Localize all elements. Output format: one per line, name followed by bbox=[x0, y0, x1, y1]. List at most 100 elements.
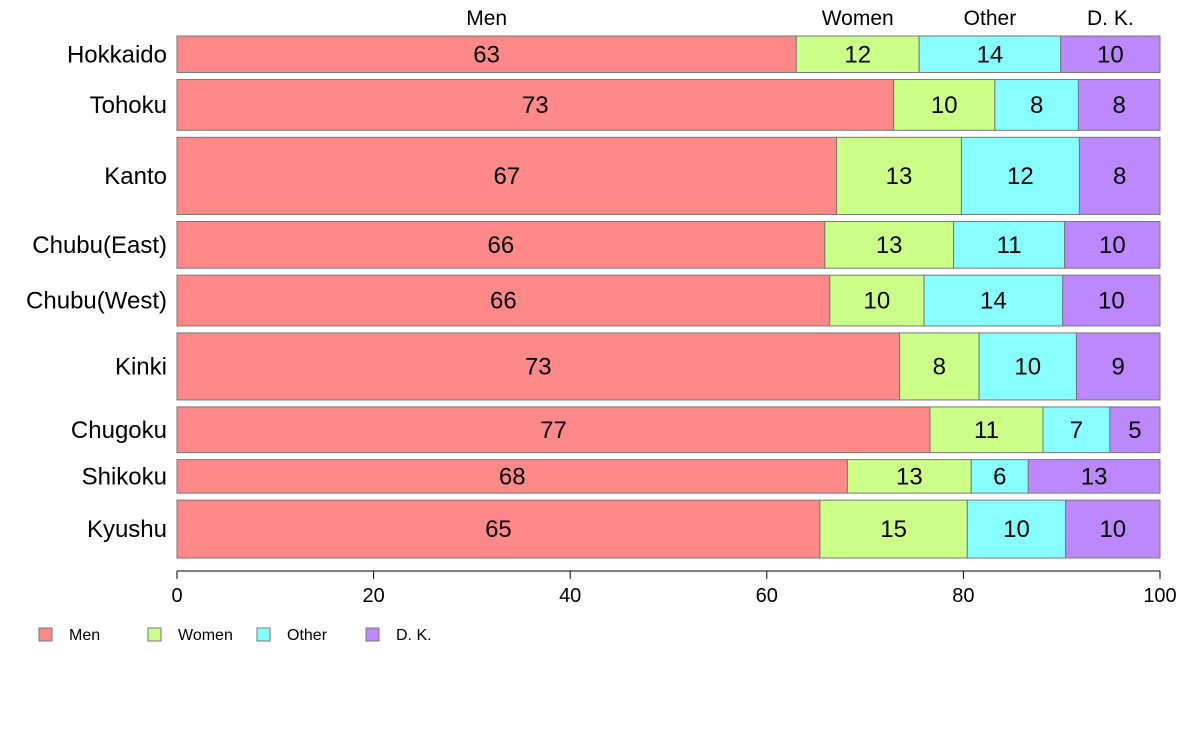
bar-segment-chubu-west-other bbox=[923, 274, 1064, 327]
value-label-tohoku-men: 73 bbox=[522, 92, 549, 119]
bar-segment-hokkaido-other bbox=[918, 35, 1062, 74]
legend-item-d-k: D. K. bbox=[365, 627, 432, 644]
row-shikoku: 68 13 6 13 Shikoku bbox=[82, 459, 1161, 494]
bar-segment-tohoku-other bbox=[994, 79, 1079, 131]
legend-item-other: Other bbox=[256, 627, 328, 644]
bar-segment-kanto-d-k bbox=[1078, 136, 1161, 215]
legend-label-d-k: D. K. bbox=[396, 627, 432, 644]
value-label-kanto-other: 12 bbox=[1007, 163, 1034, 190]
x-tick-label-0: 0 bbox=[171, 585, 182, 607]
bar-segment-chubu-east-men bbox=[176, 220, 826, 269]
legend-swatch-men bbox=[38, 627, 53, 642]
category-label-chubu-west: Chubu(West) bbox=[26, 288, 167, 315]
value-label-hokkaido-other: 14 bbox=[977, 41, 1004, 68]
x-tick-label-20: 20 bbox=[362, 585, 384, 607]
value-label-shikoku-men: 68 bbox=[499, 463, 526, 490]
row-hokkaido: 63 12 14 10 Hokkaido bbox=[67, 35, 1161, 74]
x-tick-label-40: 40 bbox=[559, 585, 581, 607]
bar-segment-kanto-women bbox=[836, 136, 962, 215]
value-label-chugoku-women: 11 bbox=[974, 417, 999, 444]
bar-segment-kyushu-women bbox=[819, 499, 968, 559]
value-label-kanto-men: 67 bbox=[493, 163, 520, 190]
category-label-kanto: Kanto bbox=[104, 163, 167, 190]
value-label-hokkaido-men: 63 bbox=[473, 41, 500, 68]
value-label-kinki-women: 8 bbox=[933, 353, 946, 380]
value-label-kinki-d-k: 9 bbox=[1112, 353, 1125, 380]
bar-segment-chugoku-men bbox=[176, 406, 931, 454]
bar-segment-chubu-west-women bbox=[829, 274, 925, 327]
legend-item-men: Men bbox=[38, 627, 100, 644]
bar-segment-kyushu-d-k bbox=[1065, 499, 1161, 559]
bar-segment-chubu-west-men bbox=[176, 274, 831, 327]
value-label-kinki-men: 73 bbox=[525, 353, 552, 380]
value-label-hokkaido-women: 12 bbox=[844, 41, 871, 68]
bar-segment-kanto-men bbox=[176, 136, 838, 215]
bar-segment-tohoku-d-k bbox=[1077, 79, 1161, 131]
row-chugoku: 77 11 7 5 Chugoku bbox=[71, 406, 1161, 454]
legend-swatch-d-k bbox=[365, 627, 380, 642]
row-kinki: 73 8 10 9 Kinki bbox=[115, 332, 1161, 401]
bar-segment-shikoku-d-k bbox=[1027, 459, 1161, 494]
row-chubu-east: 66 13 11 10 Chubu(East) bbox=[32, 220, 1161, 269]
bar-segment-kinki-women bbox=[899, 332, 980, 401]
value-label-chubu-west-women: 10 bbox=[864, 288, 891, 315]
x-tick-label-100: 100 bbox=[1143, 585, 1176, 607]
bar-segment-chugoku-other bbox=[1042, 406, 1111, 454]
bar-segment-chugoku-d-k bbox=[1109, 406, 1161, 454]
value-label-tohoku-d-k: 8 bbox=[1113, 92, 1126, 119]
value-label-chugoku-men: 77 bbox=[540, 417, 567, 444]
category-label-kinki: Kinki bbox=[115, 353, 167, 380]
bar-segment-kinki-other bbox=[978, 332, 1077, 401]
bar-segment-hokkaido-d-k bbox=[1060, 35, 1161, 74]
bar-segment-chubu-east-d-k bbox=[1064, 220, 1161, 269]
bar-segment-tohoku-women bbox=[893, 79, 996, 131]
value-label-tohoku-other: 8 bbox=[1030, 92, 1043, 119]
value-label-kyushu-men: 65 bbox=[485, 516, 512, 543]
column-headers: Men Women Other D. K. bbox=[466, 7, 1133, 30]
column-header-men: Men bbox=[466, 7, 507, 30]
value-label-chugoku-d-k: 5 bbox=[1128, 417, 1141, 444]
legend-item-women: Women bbox=[147, 627, 233, 644]
column-header-other: Other bbox=[964, 7, 1017, 30]
category-label-hokkaido: Hokkaido bbox=[67, 41, 167, 68]
bar-segment-tohoku-men bbox=[176, 79, 895, 131]
bar-segment-shikoku-other bbox=[970, 459, 1029, 494]
value-label-kyushu-women: 15 bbox=[880, 516, 907, 543]
row-kanto: 67 13 12 8 Kanto bbox=[104, 136, 1161, 215]
bar-segment-hokkaido-women bbox=[795, 35, 920, 74]
legend: Men Women Other D. K. bbox=[38, 627, 432, 644]
column-header-women: Women bbox=[822, 7, 894, 30]
bar-segment-chubu-east-women bbox=[824, 220, 955, 269]
x-tick-label-60: 60 bbox=[756, 585, 778, 607]
value-label-shikoku-d-k: 13 bbox=[1081, 463, 1108, 490]
value-label-chubu-east-men: 66 bbox=[488, 232, 515, 259]
category-label-kyushu: Kyushu bbox=[87, 516, 167, 543]
value-label-chubu-east-d-k: 10 bbox=[1099, 232, 1126, 259]
value-label-shikoku-other: 6 bbox=[993, 463, 1006, 490]
value-label-chubu-west-men: 66 bbox=[490, 288, 517, 315]
value-label-kyushu-d-k: 10 bbox=[1099, 516, 1126, 543]
bar-segment-kinki-men bbox=[176, 332, 901, 401]
value-label-chubu-west-other: 14 bbox=[980, 288, 1007, 315]
row-kyushu: 65 15 10 10 Kyushu bbox=[87, 499, 1161, 559]
legend-label-women: Women bbox=[178, 627, 233, 644]
value-label-hokkaido-d-k: 10 bbox=[1097, 41, 1124, 68]
bar-segment-chubu-west-d-k bbox=[1062, 274, 1161, 327]
value-label-chugoku-other: 7 bbox=[1070, 417, 1083, 444]
bar-segment-kinki-d-k bbox=[1075, 332, 1161, 401]
bar-segment-hokkaido-men bbox=[176, 35, 797, 74]
category-label-chubu-east: Chubu(East) bbox=[32, 232, 167, 259]
row-tohoku: 73 10 8 8 Tohoku bbox=[90, 79, 1161, 131]
value-label-chubu-east-women: 13 bbox=[876, 232, 903, 259]
value-label-chubu-east-other: 11 bbox=[997, 232, 1022, 259]
value-label-kinki-other: 10 bbox=[1014, 353, 1041, 380]
value-label-shikoku-women: 13 bbox=[896, 463, 923, 490]
legend-label-other: Other bbox=[287, 627, 328, 644]
bar-segment-kyushu-other bbox=[966, 499, 1067, 559]
legend-swatch-women bbox=[147, 627, 162, 642]
x-tick-label-80: 80 bbox=[952, 585, 974, 607]
value-label-kyushu-other: 10 bbox=[1003, 516, 1030, 543]
value-label-tohoku-women: 10 bbox=[931, 92, 958, 119]
